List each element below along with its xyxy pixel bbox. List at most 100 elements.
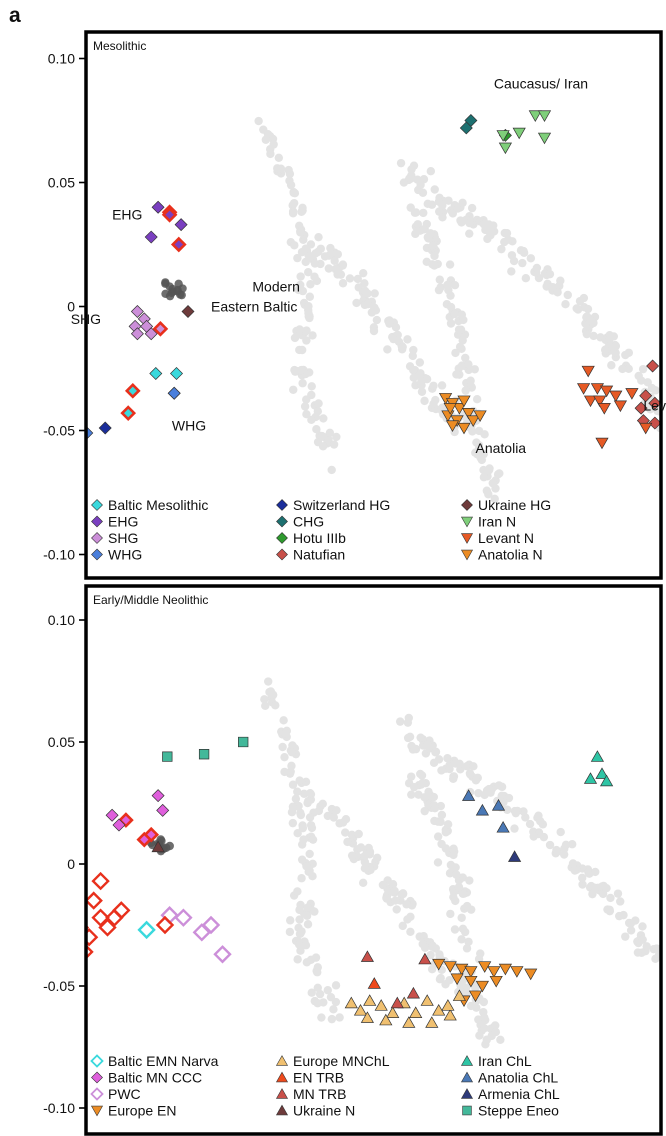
modern-point [365,849,374,859]
modern-point [476,217,485,226]
modern-point [519,246,528,256]
modern-point [297,927,306,936]
modern-point [420,374,430,383]
modern-point [480,790,489,800]
data-point [648,416,661,430]
modern-point [443,826,452,836]
modern-point [347,830,357,840]
data-point [445,420,460,432]
modern-point [329,813,338,822]
modern-point [405,732,415,741]
modern-point [579,302,589,312]
modern-point [649,944,658,954]
modern-point [589,331,598,341]
modern-point [403,733,413,743]
legend-marker [276,499,288,511]
data-point [443,403,457,415]
data-point [112,818,126,832]
modern-point [496,1035,505,1044]
modern-point [473,450,482,459]
modern-point [327,465,336,475]
modern-point [282,732,291,742]
modern-dark-point [173,285,182,295]
modern-point [418,939,427,949]
modern-point [383,889,393,898]
modern-point [369,862,379,871]
modern-point [397,341,406,351]
modern-point [579,293,589,303]
modern-point [353,274,362,284]
modern-point [276,164,286,173]
modern-point [304,867,313,876]
modern-point [378,880,388,890]
modern-eastern-baltic-cluster [161,278,187,301]
modern-point [290,744,300,753]
modern-point [563,290,572,300]
modern-point [430,261,439,270]
modern-point [397,345,407,354]
modern-point [581,326,591,336]
modern-point [354,283,363,292]
modern-point [291,749,301,759]
modern-point [278,742,287,752]
series-ehg [144,200,188,253]
data-point [137,920,156,940]
modern-point [476,949,485,958]
data-point [418,952,432,965]
modern-point [429,399,438,408]
modern-point [293,829,302,838]
modern-point [474,954,484,964]
series-iran-n [496,110,552,155]
modern-point [511,808,521,818]
data-point [152,320,169,337]
modern-point [525,819,535,829]
modern-point [436,283,445,292]
modern-point [310,996,320,1006]
modern-background-points [254,116,661,504]
modern-point [327,804,337,814]
data-point [510,966,524,978]
data-point [124,382,141,399]
modern-point [536,817,545,826]
data-point [464,975,478,988]
modern-point [359,296,368,305]
modern-point [316,259,325,269]
modern-point [423,233,433,242]
modern-point [481,1015,490,1025]
modern-point [441,828,451,837]
modern-point [600,345,610,355]
modern-point [305,311,314,321]
modern-point [428,741,437,750]
modern-point [545,269,555,279]
modern-point [382,893,391,903]
modern-point [293,955,302,964]
modern-point [585,883,595,892]
modern-point [411,222,421,231]
modern-dark-point [165,841,174,851]
modern-point [456,216,465,225]
modern-point [352,851,361,860]
modern-point [499,791,509,801]
modern-point [491,484,500,493]
series-levant-n [576,365,653,450]
modern-point [319,414,328,423]
modern-point [555,281,564,291]
modern-point [391,332,400,341]
modern-point [362,299,371,308]
modern-point [298,823,308,833]
modern-dark-point [161,289,170,298]
modern-point [437,766,446,775]
modern-point [461,353,470,363]
modern-point [386,897,395,907]
modern-point [288,207,298,216]
data-point [593,395,607,408]
modern-point [633,937,642,946]
modern-point [370,303,379,312]
modern-point [413,175,422,184]
legend-label: Europe MNChL [293,1053,390,1069]
modern-point [407,171,416,180]
data-point [156,803,170,817]
modern-point [387,886,396,896]
modern-point [303,798,312,808]
modern-point [299,365,308,375]
